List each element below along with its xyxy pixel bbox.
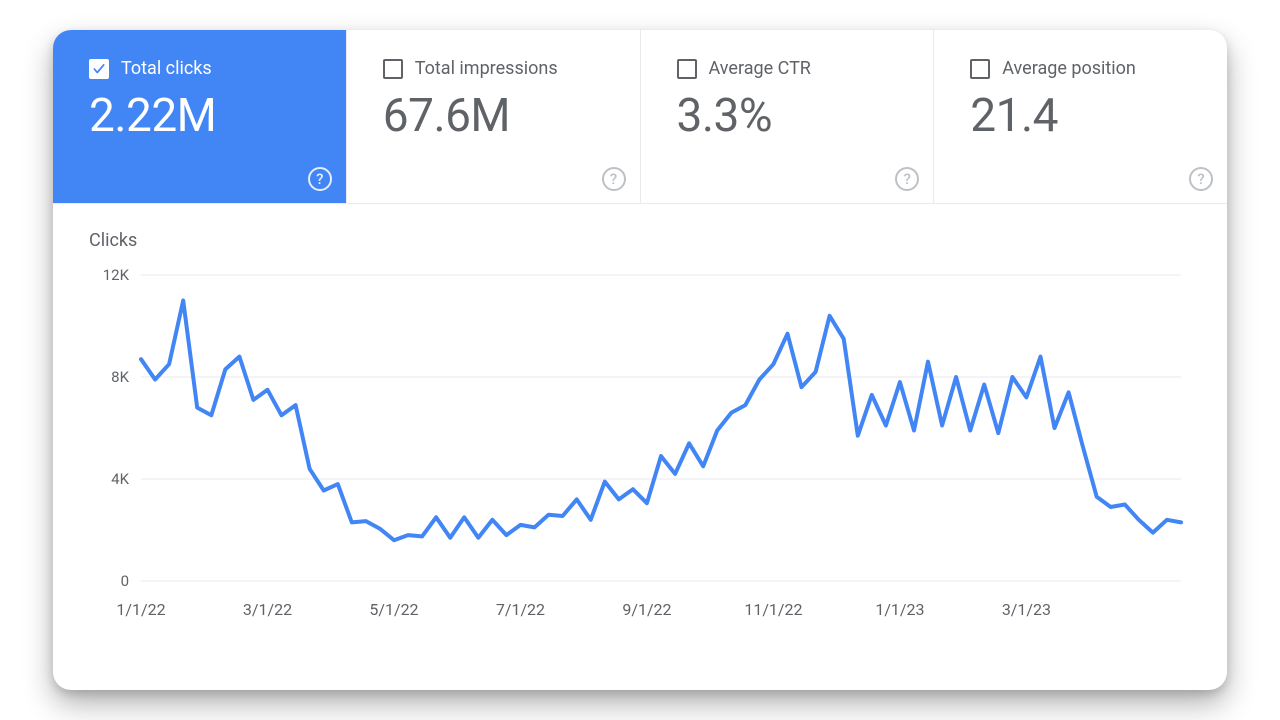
x-axis-tick: 3/1/23	[1002, 600, 1051, 619]
metric-card-header: Total impressions	[383, 58, 616, 79]
x-axis-tick: 9/1/22	[622, 600, 671, 619]
metric-card-total-impressions[interactable]: Total impressions 67.6M?	[347, 30, 641, 203]
performance-panel: Total clicks 2.22M? Total impressions 67.6M…	[53, 30, 1227, 690]
metric-card-header: Average CTR	[677, 58, 910, 79]
y-axis-tick: 0	[121, 572, 129, 590]
clicks-line-chart: 0 4K 8K 12K 1/1/22 3/1/22 5/1/22 7/1/22 9/1/22 11…	[89, 265, 1191, 635]
x-axis-tick: 5/1/22	[369, 600, 418, 619]
y-axis-tick: 4K	[111, 470, 129, 488]
metric-card-label: Average position	[1002, 58, 1136, 79]
metric-card-label: Total clicks	[121, 58, 212, 79]
metric-card-label: Average CTR	[709, 58, 811, 79]
chart-area: Clicks 0 4K 8K 12K 1/1/22 3/1/22 5/1/22 7/1/22 9…	[53, 204, 1227, 659]
metric-card-value: 67.6M	[383, 89, 616, 143]
chart-title: Clicks	[89, 230, 1191, 251]
y-axis-tick: 8K	[111, 368, 129, 386]
checkbox-unchecked-icon[interactable]	[970, 59, 990, 79]
help-icon[interactable]: ?	[602, 167, 626, 191]
x-axis-tick: 3/1/22	[243, 600, 292, 619]
metric-card-average-position[interactable]: Average position 21.4?	[934, 30, 1227, 203]
metric-card-value: 3.3%	[677, 89, 910, 143]
metric-card-value: 2.22M	[89, 89, 322, 143]
x-axis-tick: 7/1/22	[496, 600, 545, 619]
metric-card-value: 21.4	[970, 89, 1203, 143]
help-icon[interactable]: ?	[895, 167, 919, 191]
checkbox-checked-icon[interactable]	[89, 59, 109, 79]
metric-card-average-ctr[interactable]: Average CTR 3.3%?	[641, 30, 935, 203]
metric-card-header: Average position	[970, 58, 1203, 79]
x-axis-tick: 1/1/23	[875, 600, 924, 619]
x-axis-tick: 1/1/22	[116, 600, 165, 619]
checkbox-unchecked-icon[interactable]	[677, 59, 697, 79]
chart-wrap: 0 4K 8K 12K 1/1/22 3/1/22 5/1/22 7/1/22 9/1/22 11…	[89, 265, 1191, 635]
metric-card-label: Total impressions	[415, 58, 558, 79]
metric-card-total-clicks[interactable]: Total clicks 2.22M?	[53, 30, 347, 203]
x-axis-tick: 11/1/22	[744, 600, 802, 619]
metric-cards-row: Total clicks 2.22M? Total impressions 67.6M…	[53, 30, 1227, 204]
help-icon[interactable]: ?	[1189, 167, 1213, 191]
metric-card-header: Total clicks	[89, 58, 322, 79]
clicks-series	[141, 301, 1181, 541]
help-icon[interactable]: ?	[308, 167, 332, 191]
y-axis-tick: 12K	[103, 266, 130, 284]
checkbox-unchecked-icon[interactable]	[383, 59, 403, 79]
